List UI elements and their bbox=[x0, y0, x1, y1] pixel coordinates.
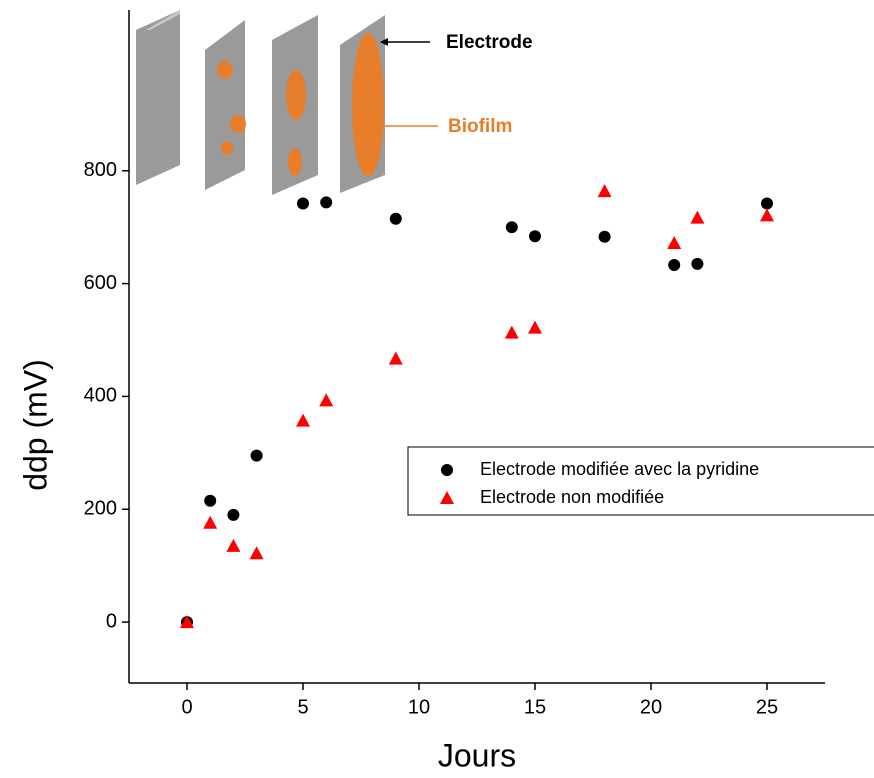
biofilm bbox=[217, 61, 233, 79]
data-point bbox=[668, 258, 681, 271]
data-point bbox=[505, 221, 518, 234]
data-point bbox=[529, 230, 541, 243]
electrode bbox=[205, 20, 245, 190]
data-point bbox=[319, 393, 334, 407]
data-point bbox=[250, 449, 263, 462]
y-tick-label: 0 bbox=[106, 610, 117, 632]
annotation: Biofilm bbox=[448, 116, 512, 137]
y-axis-title: ddp (mV) bbox=[17, 359, 53, 491]
data-point bbox=[296, 413, 310, 427]
annotation-arrow bbox=[380, 38, 388, 46]
biofilm bbox=[230, 115, 246, 133]
data-point bbox=[227, 508, 240, 521]
electrode-illustration: Electrode Biofilm bbox=[136, 10, 533, 195]
biofilm bbox=[221, 141, 233, 155]
data-point bbox=[690, 210, 705, 224]
x-tick-label: 25 bbox=[756, 696, 778, 718]
y-tick-label: 400 bbox=[84, 385, 117, 407]
data-point bbox=[389, 212, 402, 225]
legend-label: Electrode non modifiée bbox=[480, 487, 664, 507]
legend bbox=[407, 446, 874, 516]
annotation: Electrode bbox=[446, 32, 533, 53]
data-point bbox=[598, 230, 611, 243]
biofilm bbox=[288, 148, 302, 176]
data-point bbox=[249, 546, 264, 560]
x-tick-label: 10 bbox=[408, 696, 430, 718]
biofilm bbox=[352, 33, 384, 177]
electrode bbox=[136, 10, 180, 185]
x-tick-label: 20 bbox=[640, 696, 662, 718]
data-point bbox=[528, 320, 542, 334]
legend-marker bbox=[440, 491, 454, 504]
y-tick-label: 200 bbox=[84, 498, 117, 520]
data-point bbox=[388, 351, 403, 365]
legend-label: Electrode modifiée avec la pyridine bbox=[480, 459, 759, 479]
data-point bbox=[667, 235, 682, 249]
biofilm bbox=[286, 70, 306, 120]
y-tick-label: 800 bbox=[84, 159, 117, 181]
data-point bbox=[691, 257, 704, 270]
x-tick-label: 0 bbox=[181, 696, 192, 718]
data-point bbox=[760, 208, 774, 222]
data-point bbox=[297, 197, 309, 210]
data-point bbox=[597, 184, 612, 198]
data-point bbox=[203, 515, 218, 529]
y-tick-label: 600 bbox=[84, 272, 117, 294]
legend-marker bbox=[441, 464, 453, 476]
data-point bbox=[204, 494, 217, 507]
data-point bbox=[180, 615, 194, 629]
data-point bbox=[761, 197, 773, 210]
data-point bbox=[320, 196, 333, 209]
electrode bbox=[146, 10, 180, 30]
x-tick-label: 5 bbox=[297, 696, 308, 718]
x-tick-label: 15 bbox=[524, 696, 546, 718]
data-point bbox=[504, 325, 519, 339]
x-axis-title: Jours bbox=[438, 737, 516, 773]
data-point bbox=[226, 538, 241, 552]
